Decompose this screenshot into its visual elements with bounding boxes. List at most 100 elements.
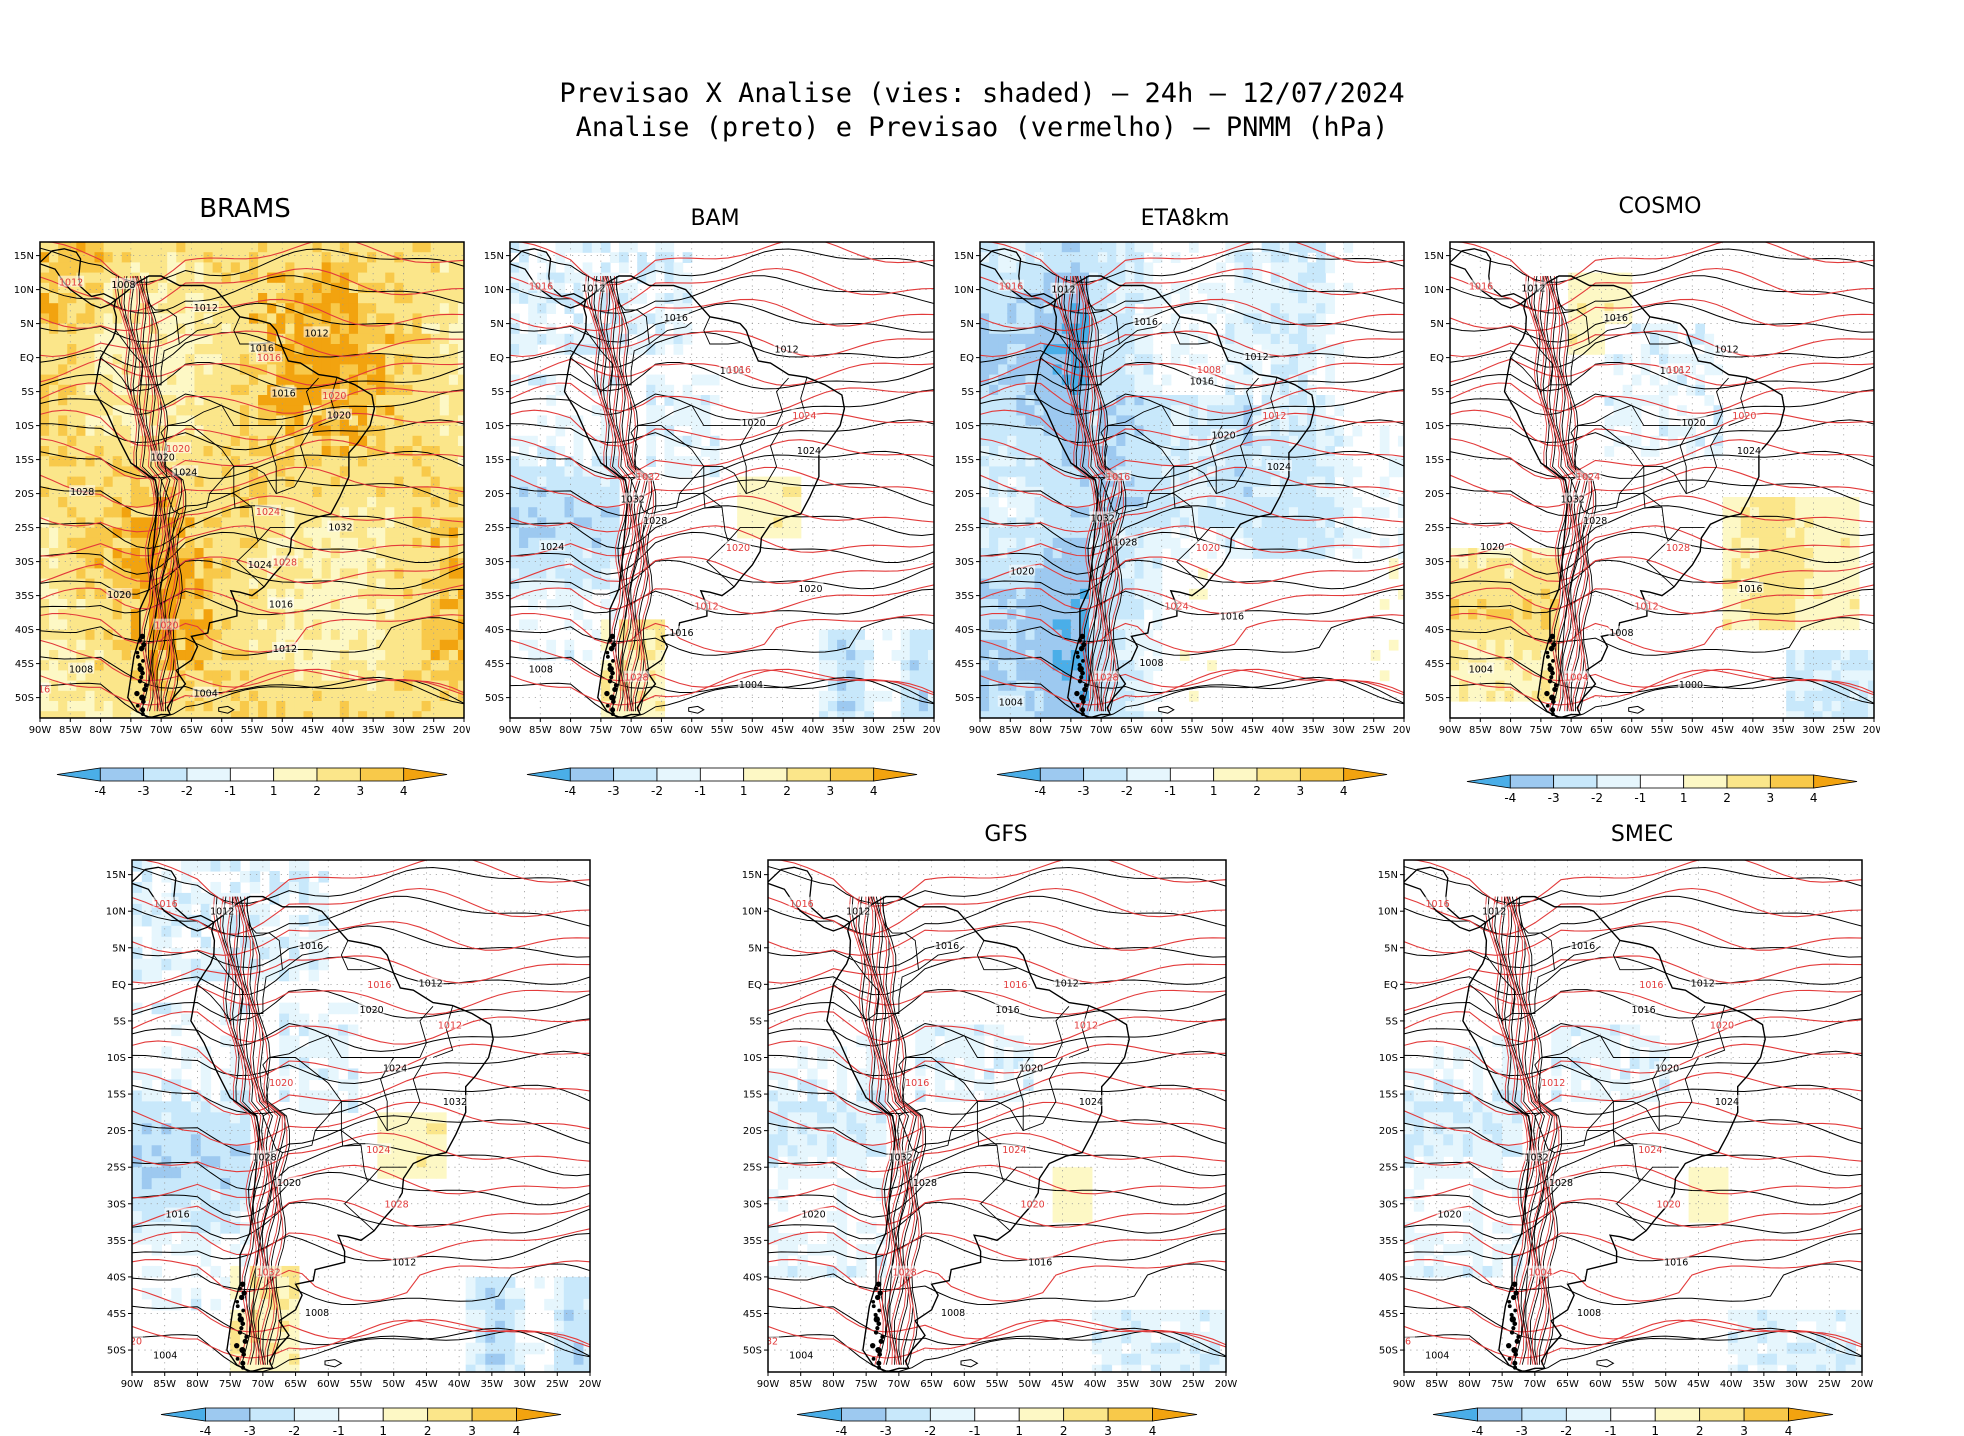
contour-label: 1012 — [846, 906, 870, 917]
lat-tick-label: EQ — [748, 980, 762, 991]
colorbar-segment — [316, 767, 361, 782]
lon-tick-label: 65W — [650, 725, 673, 736]
contour-label: 1020 — [1657, 1200, 1681, 1211]
contour-label: 1020 — [1196, 543, 1220, 554]
contour-label: 1008 — [1139, 658, 1163, 669]
lon-tick-label: 90W — [499, 725, 522, 736]
colorbar-segment — [1299, 767, 1345, 782]
colorbar-segment — [1596, 774, 1641, 789]
bias-colorbar: -4 -3 -2 -1 1 2 3 4 — [796, 1407, 1198, 1436]
lon-tick-label: 35W — [1302, 725, 1325, 736]
colorbar-label: -4 — [1504, 791, 1516, 805]
contour-label: 1016 — [1604, 313, 1628, 324]
colorbar-segment — [1018, 1407, 1065, 1422]
lon-tick-label: 50W — [1681, 725, 1704, 736]
colorbar-segment — [1152, 1407, 1198, 1422]
isobar-contours — [40, 242, 464, 718]
lon-tick-label: 55W — [241, 725, 264, 736]
lon-tick-label: 35W — [1753, 1379, 1776, 1390]
lon-tick-label: 20W — [453, 725, 470, 736]
contour-label: 1016 — [935, 941, 959, 952]
lon-tick-label: 80W — [186, 1379, 209, 1390]
isobar-contours — [980, 242, 1404, 718]
colorbar-label: 4 — [870, 784, 878, 798]
figure-title-line-1: Previsao X Analise (vies: shaded) – 24h … — [559, 78, 1405, 109]
colorbar-label: -3 — [1078, 784, 1090, 798]
contour-label: 1024 — [1737, 446, 1761, 457]
lon-tick-label: 45W — [1711, 725, 1734, 736]
lat-tick-label: 5N — [112, 943, 126, 954]
contour-label: 1020 — [360, 1005, 384, 1016]
colorbar-label: -1 — [969, 1424, 981, 1436]
colorbar-segment — [427, 1407, 473, 1422]
colorbar-segment — [1521, 1407, 1567, 1422]
contour-label: 1028 — [70, 487, 94, 498]
bias-colorbar: -4 -3 -2 -1 1 2 3 4 — [1466, 774, 1858, 805]
contour-label: 1016 — [250, 344, 274, 355]
lat-tick-label: 40S — [955, 625, 974, 636]
lat-tick-label: 45S — [955, 659, 974, 670]
colorbar-label: -4 — [1471, 1424, 1483, 1436]
lat-tick-label: 20S — [485, 489, 504, 500]
colorbar-label: -2 — [288, 1424, 300, 1436]
contour-label: 1012 — [694, 602, 718, 613]
lon-tick-label: 70W — [252, 1379, 275, 1390]
lon-tick-label: 30W — [392, 725, 415, 736]
lat-tick-label: 45S — [15, 659, 34, 670]
contour-label: 1004 — [1528, 1268, 1552, 1279]
colorbar-segment — [1553, 774, 1598, 789]
colorbar-segment — [143, 767, 188, 782]
lat-tick-label: 5N — [490, 319, 504, 330]
bias-colorbar: -4 -3 -2 -1 1 2 3 4 — [56, 767, 448, 798]
contour-label: 1020 — [107, 590, 131, 601]
lon-tick-label: 60W — [317, 1379, 340, 1390]
lat-tick-label: 15N — [1424, 251, 1444, 262]
colorbar-label: 4 — [1810, 791, 1818, 805]
lon-tick-label: 30W — [1802, 725, 1825, 736]
lon-tick-label: 75W — [120, 725, 143, 736]
lat-tick-label: 25S — [107, 1163, 126, 1174]
lon-tick-label: 40W — [1272, 725, 1295, 736]
lat-tick-label: 20S — [1425, 489, 1444, 500]
contour-label: 1016 — [1106, 472, 1130, 483]
lat-tick-label: 30S — [15, 557, 34, 568]
lon-tick-label: 20W — [1863, 725, 1880, 736]
lon-tick-label: 55W — [1651, 725, 1674, 736]
colorbar-segment — [382, 1407, 429, 1422]
colorbar-segment — [1699, 1407, 1745, 1422]
contour-label: 1004 — [194, 689, 218, 700]
map-svg: 1012 1016 1012 1016 1020 1024 1032 1028 1020 1016… — [1424, 241, 1880, 805]
lat-tick-label: 15S — [1425, 455, 1444, 466]
lat-tick-label: 15S — [485, 455, 504, 466]
lon-tick-label: 65W — [284, 1379, 307, 1390]
contour-label: 1020 — [151, 453, 175, 464]
lat-tick-label: 10N — [484, 285, 504, 296]
colorbar-label: -1 — [1634, 791, 1646, 805]
lon-tick-label: 25W — [422, 725, 445, 736]
map-svg: 1012 1016 1012 1016 1020 1024 1032 1028 1024 1020… — [484, 241, 940, 798]
panel-brams: BRAMS 1008 1012 1012 1016 1016 1020 1020 1024 10… — [0, 190, 470, 810]
contour-label: 1024 — [540, 542, 564, 553]
lat-tick-label: 30S — [955, 557, 974, 568]
axis-labels: 15N 10N 5N EQ 5S 10S 15S 20S 25S 30S 35S 40S 45S 50S 9… — [1424, 251, 1880, 736]
contour-label: 1016 — [1738, 584, 1762, 595]
colorbar-segment — [841, 1407, 887, 1422]
lon-tick-label: 60W — [680, 725, 703, 736]
panel-unnamed: 1012 1016 1012 1020 1024 1032 1028 1020 1016 1012… — [100, 810, 640, 1436]
lat-tick-label: 15N — [1378, 870, 1398, 881]
contour-label: 1012 — [1667, 365, 1691, 376]
lon-tick-label: 45W — [771, 725, 794, 736]
lat-tick-label: 5S — [1431, 387, 1444, 398]
colorbar-label: 2 — [313, 784, 321, 798]
contour-label: 1020 — [118, 1336, 142, 1347]
colorbar-segment — [359, 767, 405, 782]
lon-tick-label: 50W — [1654, 1379, 1677, 1390]
contour-label: 1032 — [328, 523, 352, 534]
isobar-contours — [1404, 860, 1862, 1372]
colorbar-label: -2 — [651, 784, 663, 798]
colorbar-label: 3 — [468, 1424, 476, 1436]
lat-tick-label: 35S — [485, 591, 504, 602]
colorbar-segment — [1639, 774, 1685, 789]
lat-tick-label: 45S — [1425, 659, 1444, 670]
lon-tick-label: 45W — [1241, 725, 1264, 736]
